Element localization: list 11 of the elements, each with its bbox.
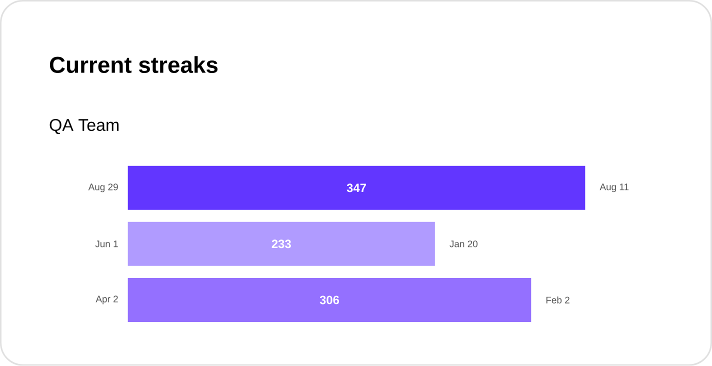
text: Aug 11 — [600, 184, 629, 192]
y-tick-label: Aug 29 — [88, 184, 118, 192]
annotation: Jan 20 — [450, 240, 478, 248]
data-label: 233 — [272, 240, 291, 248]
data-label: 347 — [346, 184, 366, 192]
y-tick-label: Jun 1 — [95, 240, 118, 248]
chart-subtitle: QA Team — [50, 119, 119, 134]
y-tick-label: Apr 2 — [96, 296, 118, 304]
annotation: Feb 2 — [546, 296, 570, 304]
data-label: 306 — [320, 296, 340, 304]
chart-title: Current streaks — [50, 56, 218, 74]
